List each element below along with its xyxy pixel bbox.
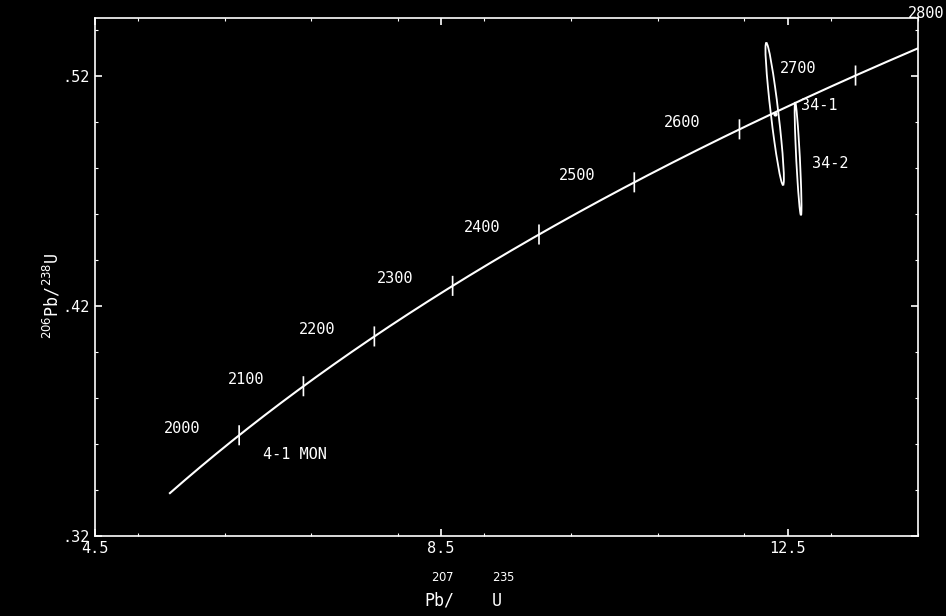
Text: 2700: 2700 <box>780 61 816 76</box>
Text: 4-1 MON: 4-1 MON <box>263 447 327 462</box>
Text: 2600: 2600 <box>664 115 700 130</box>
Text: 2300: 2300 <box>377 272 413 286</box>
Text: 2100: 2100 <box>228 372 265 387</box>
Text: 2800: 2800 <box>908 7 945 22</box>
Text: 34-2: 34-2 <box>812 156 849 171</box>
Text: Pb/: Pb/ <box>424 591 454 610</box>
Text: 34-1: 34-1 <box>800 99 837 113</box>
Text: 2200: 2200 <box>299 322 336 337</box>
Text: $^{235}$: $^{235}$ <box>492 573 516 591</box>
Text: U: U <box>492 591 502 610</box>
Text: $^{207}$: $^{207}$ <box>430 573 454 591</box>
Text: 2000: 2000 <box>164 421 201 436</box>
Text: 2500: 2500 <box>559 168 595 183</box>
Text: $^{206}$Pb/$^{238}$U: $^{206}$Pb/$^{238}$U <box>42 253 62 339</box>
Text: 2400: 2400 <box>464 220 500 235</box>
